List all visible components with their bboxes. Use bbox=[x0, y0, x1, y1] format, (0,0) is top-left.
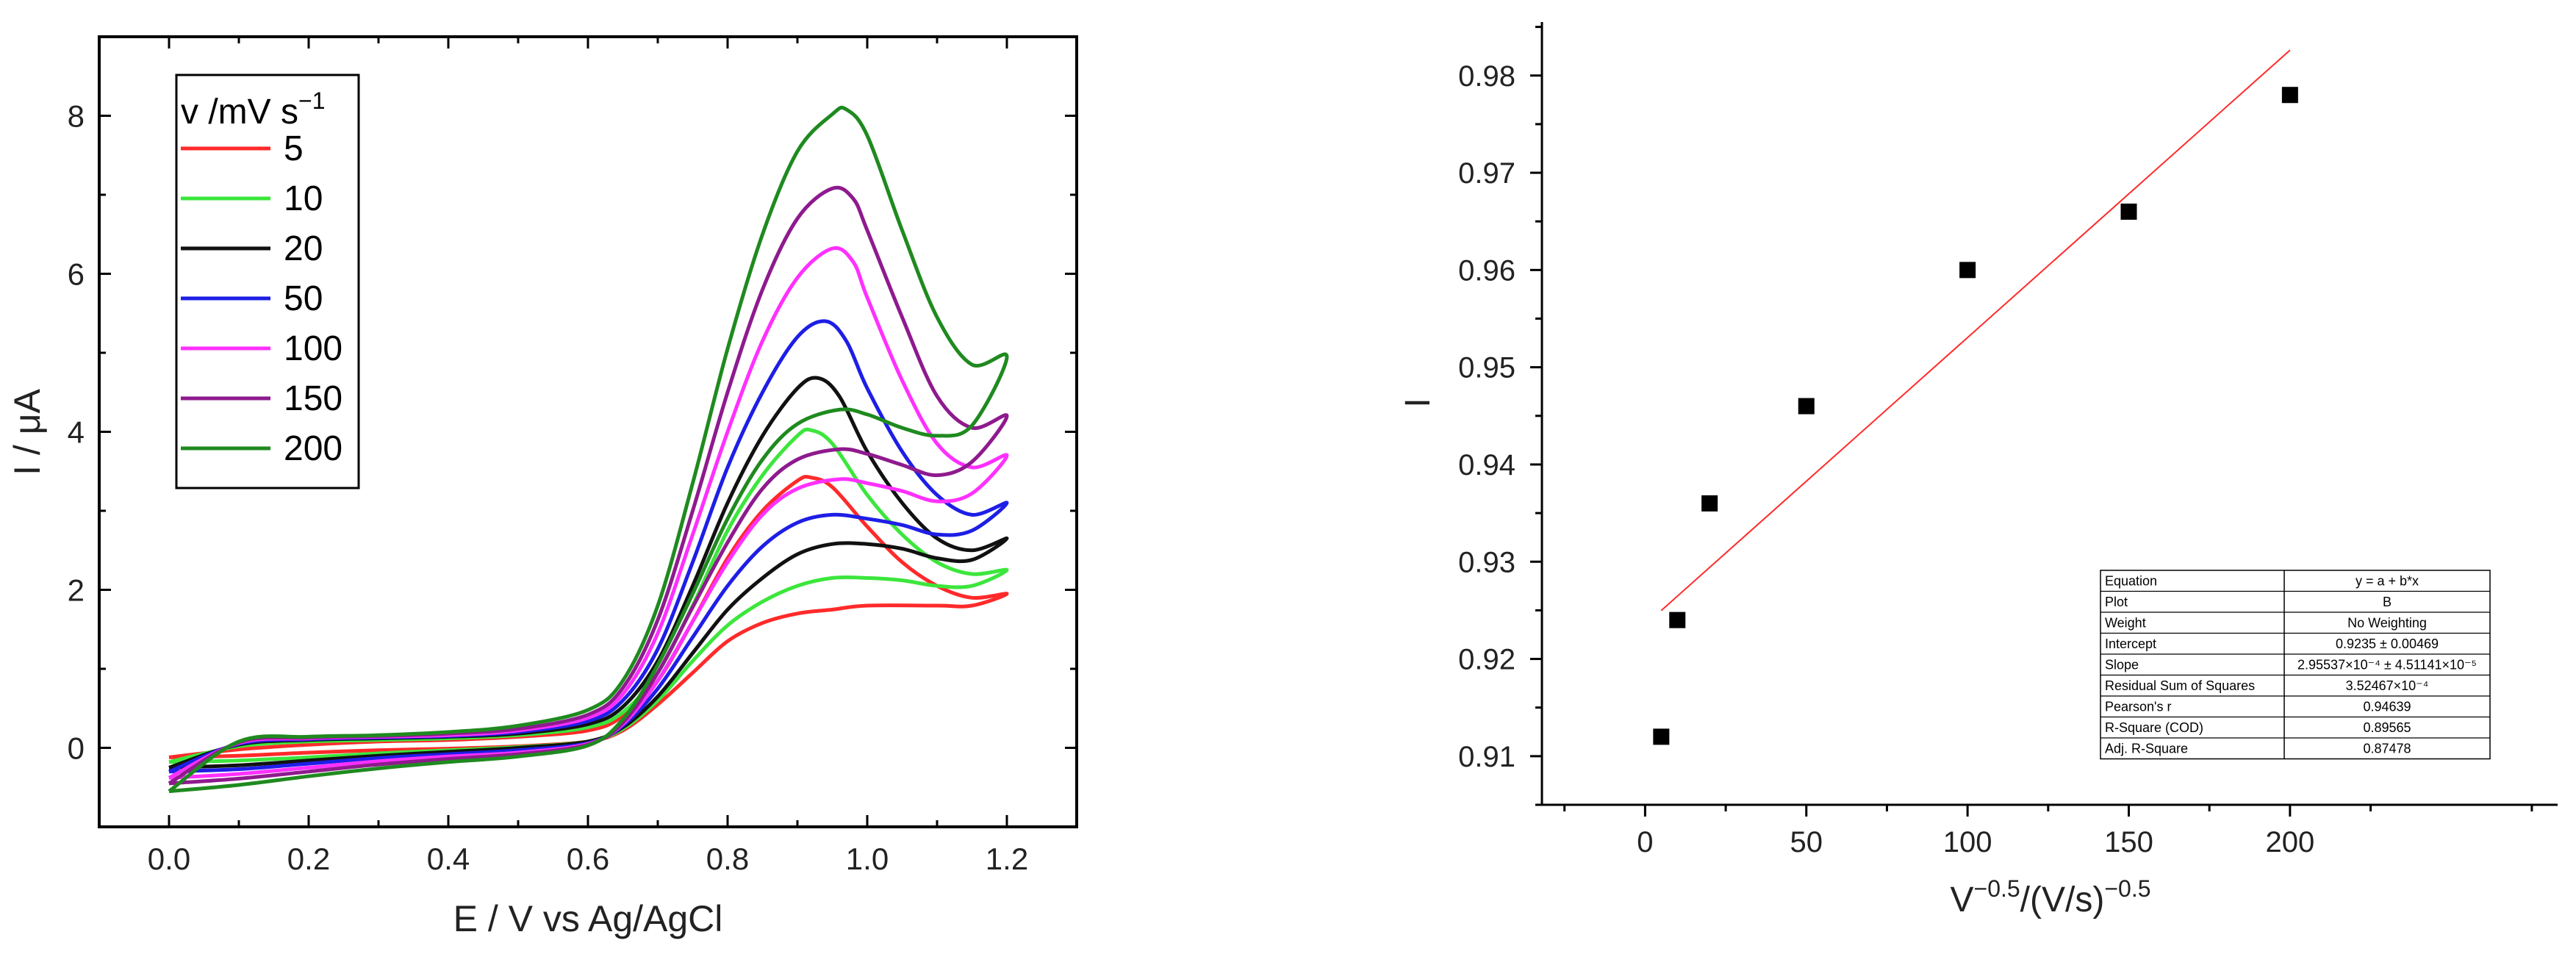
sc-y-tick-label: 0.98 bbox=[1458, 60, 1515, 93]
cv-legend-label: 10 bbox=[284, 179, 323, 218]
fit-table-value: B bbox=[2383, 595, 2392, 609]
cv-x-tick-label: 0.6 bbox=[567, 842, 609, 876]
fit-table-value: 2.95537×10⁻⁴ ± 4.51141×10⁻⁵ bbox=[2297, 658, 2477, 673]
cv-y-tick-label: 2 bbox=[68, 573, 85, 608]
sc-x-axis-title-sup1: −0.5 bbox=[1974, 875, 2020, 902]
fit-table-label: Weight bbox=[2105, 616, 2146, 631]
fit-table-value: 3.52467×10⁻⁴ bbox=[2346, 678, 2429, 693]
sc-fit-line bbox=[1660, 49, 2291, 612]
cv-legend-label: 5 bbox=[284, 129, 304, 168]
fit-table-value: 0.94639 bbox=[2363, 700, 2411, 714]
fit-table-value: 0.87478 bbox=[2363, 742, 2411, 756]
cv-legend-label: 150 bbox=[284, 379, 342, 418]
sc-y-tick-label: 0.93 bbox=[1458, 546, 1515, 578]
fit-table-value: y = a + b*x bbox=[2356, 574, 2419, 589]
sc-x-axis-title-v: V bbox=[1950, 881, 1973, 919]
sc-y-tick-label: 0.92 bbox=[1458, 644, 1515, 676]
fit-table-label: Adj. R-Square bbox=[2105, 742, 2188, 756]
sc-data-point bbox=[2281, 87, 2298, 104]
cv-legend-title-text: v /mV s bbox=[181, 93, 298, 132]
sc-y-tick-label: 0.91 bbox=[1458, 741, 1515, 773]
fit-table-value: 0.89565 bbox=[2363, 720, 2411, 735]
cv-x-tick-label: 0.2 bbox=[287, 842, 330, 876]
fit-table-label: Pearson's r bbox=[2105, 700, 2171, 714]
cv-y-tick-label: 0 bbox=[68, 731, 85, 766]
sc-data-point bbox=[1959, 262, 1976, 279]
cv-legend-label: 100 bbox=[284, 329, 342, 368]
fit-table-label: Slope bbox=[2105, 658, 2139, 673]
sc-fit-line-group bbox=[1660, 49, 2291, 612]
sc-x-axis-title-mid: /(V/s) bbox=[2020, 881, 2105, 919]
fit-table-label: R-Square (COD) bbox=[2105, 720, 2203, 735]
cv-y-axis-title: I / μA bbox=[7, 388, 48, 475]
sc-y-axis: 0.91 0.92 0.93 0.94 0.95 0.96 0.97 0.98 bbox=[1458, 26, 1542, 806]
sc-x-axis-title-sup2: −0.5 bbox=[2104, 875, 2150, 902]
sc-x-tick-label: 50 bbox=[1790, 826, 1823, 858]
sc-x-tick-label: 100 bbox=[1943, 826, 1992, 858]
cv-y-axis: 0 2 4 6 8 bbox=[68, 35, 1077, 828]
sc-x-tick-label: 0 bbox=[1637, 826, 1653, 858]
sc-x-tick-label: 200 bbox=[2265, 826, 2314, 858]
cv-chart: 0.0 0.2 0.4 0.6 0.8 1.0 1.2 0 2 4 6 8 E / V vs Ag/… bbox=[7, 35, 1078, 939]
fit-table-label: Equation bbox=[2105, 574, 2157, 589]
fit-table-label: Intercept bbox=[2105, 636, 2156, 651]
sc-x-axis: 0 50 100 150 200 bbox=[1563, 805, 2533, 858]
cv-legend-label: 200 bbox=[284, 429, 342, 468]
cv-legend: v /mV s−1 5 10 20 50 100 150 200 bbox=[175, 73, 360, 489]
cv-legend-label: 50 bbox=[284, 279, 323, 318]
cv-legend-box bbox=[175, 73, 360, 489]
sc-y-tick-label: 0.96 bbox=[1458, 254, 1515, 287]
sc-y-tick-label: 0.97 bbox=[1458, 157, 1515, 190]
sc-y-tick-label: 0.95 bbox=[1458, 352, 1515, 384]
cv-y-tick-label: 8 bbox=[68, 99, 85, 134]
sc-data-point bbox=[1798, 398, 1815, 415]
sc-points bbox=[1653, 87, 2298, 745]
cv-legend-title: v /mV s−1 bbox=[181, 87, 326, 132]
fit-results-table: Equation y = a + b*x Plot B Weight No Weighti… bbox=[2100, 570, 2491, 760]
cv-x-tick-label: 0.0 bbox=[148, 842, 190, 876]
sc-data-point bbox=[1669, 612, 1686, 628]
cv-y-tick-label: 6 bbox=[68, 257, 85, 292]
fit-table-value: 0.9235 ± 0.00469 bbox=[2336, 636, 2439, 651]
fit-table-frame bbox=[2100, 570, 2491, 760]
cv-curve-200 bbox=[168, 105, 1009, 794]
sc-x-axis-title: V−0.5/(V/s)−0.5 bbox=[1950, 875, 2150, 919]
sc-x-tick-label: 150 bbox=[2104, 826, 2153, 858]
cv-y-tick-label: 4 bbox=[68, 415, 85, 450]
fit-table-label: Plot bbox=[2105, 595, 2128, 609]
fit-table-value: No Weighting bbox=[2347, 616, 2427, 631]
scatter-chart: 0 50 100 150 200 0.910.920.930.940.950.960.9… bbox=[1399, 22, 2558, 919]
sc-y-axis-title: I bbox=[1399, 398, 1438, 407]
cv-x-tick-label: 0.8 bbox=[706, 842, 749, 876]
sc-data-point bbox=[2120, 203, 2137, 220]
cv-legend-items: 5 10 20 50 100 150 200 bbox=[181, 129, 342, 468]
cv-x-tick-label: 0.4 bbox=[427, 842, 470, 876]
sc-data-point bbox=[1653, 728, 1670, 745]
sc-data-point bbox=[1701, 495, 1718, 512]
cv-legend-title-sup: −1 bbox=[298, 87, 325, 114]
cv-x-tick-label: 1.2 bbox=[986, 842, 1028, 876]
sc-y-tick-label: 0.94 bbox=[1458, 449, 1515, 481]
cv-curves bbox=[168, 105, 1009, 794]
cv-x-axis: 0.0 0.2 0.4 0.6 0.8 1.0 1.2 bbox=[148, 37, 1028, 876]
cv-x-axis-title: E / V vs Ag/AgCl bbox=[453, 898, 723, 939]
cv-legend-label: 20 bbox=[284, 229, 323, 268]
fit-table-label: Residual Sum of Squares bbox=[2105, 678, 2255, 693]
cv-x-tick-label: 1.0 bbox=[846, 842, 889, 876]
